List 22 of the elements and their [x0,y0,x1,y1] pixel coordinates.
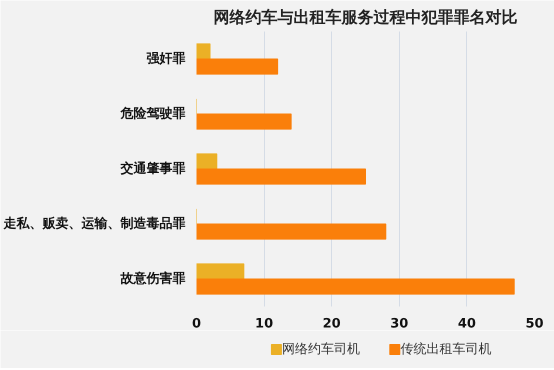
x-tick-label: 20 [322,316,341,332]
bar [196,114,292,130]
bar [196,224,386,240]
x-tick-label: 30 [390,316,408,332]
x-tick-label: 0 [192,316,202,332]
y-tick-label: 故意伤害罪 [120,270,186,286]
y-tick-label: 危险驾驶罪 [120,106,186,122]
y-tick-label: 交通肇事罪 [120,160,186,176]
bar [196,43,211,60]
bar [196,153,218,170]
y-tick-label: 强奸罪 [146,52,186,66]
x-tick-label: 50 [525,316,544,332]
x-tick-label: 40 [458,316,476,332]
legend-label: 网络约车司机 [282,342,360,357]
x-tick-label: 10 [255,316,274,332]
bar [196,278,515,295]
bar [196,263,244,280]
bar [196,58,278,75]
bar [196,168,366,185]
y-tick-label: 走私、贩卖、运输、制造毒品罪 [2,216,186,232]
legend-label: 传统出租车司机 [400,342,492,357]
chart-title: 网络约车与出租车服务过程中犯罪罪名对比 [214,8,518,26]
